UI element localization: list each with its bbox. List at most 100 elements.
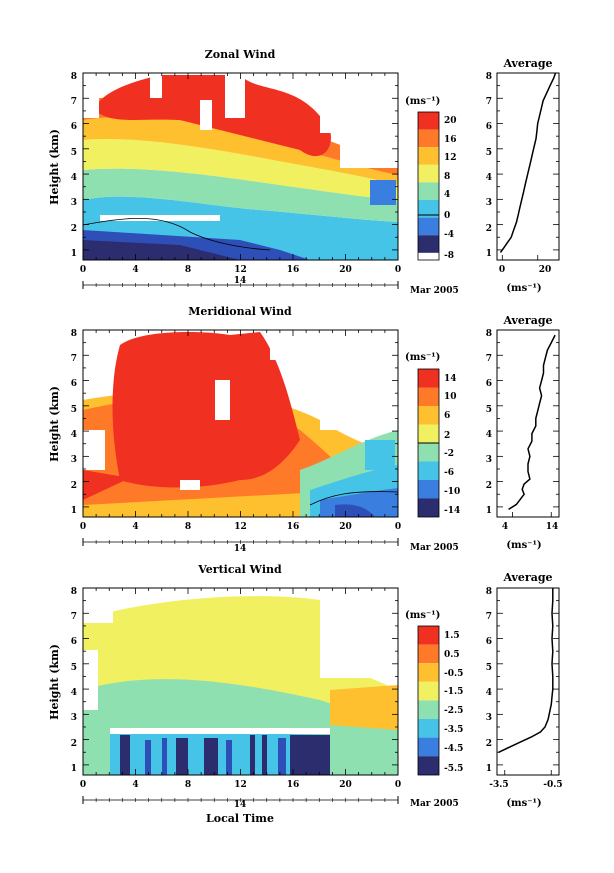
x-tick-label: 8: [185, 265, 191, 275]
date-label: Mar 2005: [410, 543, 459, 553]
colorbar: (ms⁻¹) 14 10 6 2 -2 -6 -10 -14: [405, 352, 460, 518]
y-tick-label: 2: [71, 739, 77, 749]
x-tick-label: 8: [185, 522, 191, 532]
colorbar-tick: -1.5: [444, 687, 463, 697]
colorbar-tick: -4: [444, 230, 454, 240]
y-tick-label: 1: [71, 764, 77, 774]
colorbar-tick: 1.5: [444, 631, 460, 641]
average-profile-line: [508, 334, 556, 511]
colorbar-tick: -14: [444, 506, 460, 516]
x-tick-label: 0: [80, 522, 86, 532]
panel-zonal-wind: Zonal Wind 0 4 8 12 16: [48, 48, 560, 296]
colorbar-tick: -5.5: [444, 764, 463, 774]
heatmap-vertical: [83, 588, 398, 775]
colorbar-tick: -4.5: [444, 744, 463, 754]
y-tick-label: 2: [71, 224, 77, 234]
average-profile: Average 1 2 3 4 5 6 7 8 4 14 (ms⁻¹): [486, 314, 560, 551]
x-tick-label: 20: [339, 265, 352, 275]
date-day-label: 14: [234, 800, 247, 810]
x-tick-label: 0: [80, 780, 86, 790]
avg-y-tick: 4: [486, 688, 492, 698]
avg-y-tick: 1: [486, 764, 492, 774]
y-tick-label: 4: [71, 430, 77, 440]
date-bar: 14 Mar 2005: [82, 276, 459, 296]
y-tick-label: 4: [71, 173, 77, 183]
x-tick-label: 0: [395, 522, 401, 532]
avg-y-tick: 6: [486, 122, 492, 132]
avg-x-label: (ms⁻¹): [506, 283, 541, 294]
panel-title: Meridional Wind: [188, 305, 292, 318]
avg-y-tick: 7: [486, 97, 492, 107]
x-axis: 0 4 8 12 16 20 0: [80, 522, 401, 532]
avg-y-tick: 3: [486, 455, 492, 465]
y-tick-label: 2: [71, 481, 77, 491]
average-title: Average: [502, 57, 552, 70]
colorbar-tick: -2.5: [444, 706, 463, 716]
avg-x-tick: -3.5: [489, 780, 508, 790]
colorbar-tick: 12: [444, 153, 457, 163]
x-tick-label: 8: [185, 780, 191, 790]
y-tick-label: 6: [71, 637, 77, 647]
avg-y-tick: 5: [486, 663, 492, 673]
colorbar-unit: (ms⁻¹): [405, 96, 440, 107]
y-tick-label: 1: [71, 506, 77, 516]
colorbar-tick: -6: [444, 468, 454, 478]
colorbar-tick: 14: [444, 374, 457, 384]
panel-vertical-wind: Vertical Wind 0 4 8: [48, 563, 563, 825]
colorbar-tick: -0.5: [444, 669, 463, 679]
tick-marks: [82, 72, 559, 802]
y-tick-label: 5: [71, 405, 77, 415]
colorbar-tick: 16: [444, 135, 457, 145]
colorbar-tick: 20: [444, 116, 457, 126]
avg-y-tick: 4: [486, 430, 492, 440]
y-tick-label: 3: [71, 198, 77, 208]
colorbar-tick: 4: [444, 190, 450, 200]
y-tick-label: 6: [71, 122, 77, 132]
date-label: Mar 2005: [410, 799, 459, 809]
y-tick-label: 4: [71, 688, 77, 698]
x-axis: 0 4 8 12 16 20 0: [80, 780, 401, 790]
avg-y-tick: 2: [486, 739, 492, 749]
avg-y-tick: 5: [486, 405, 492, 415]
avg-y-tick: 3: [486, 713, 492, 723]
y-axis: 1 2 3 4 5 6 7 8 Height (km): [48, 72, 77, 259]
y-tick-label: 8: [71, 72, 77, 82]
avg-x-tick: 14: [546, 522, 559, 532]
panel-title: Zonal Wind: [205, 48, 276, 61]
colorbar-tick: -2: [444, 449, 454, 459]
avg-y-tick: 3: [486, 198, 492, 208]
y-tick-label: 7: [71, 354, 77, 364]
x-tick-label: 16: [287, 265, 300, 275]
date-label: Mar 2005: [410, 286, 459, 296]
colorbar-tick: 10: [444, 392, 457, 402]
avg-y-tick: 6: [486, 379, 492, 389]
colorbar-unit: (ms⁻¹): [405, 352, 440, 363]
colorbar: (ms⁻¹) 1.5 0.5 -0.5 -1.5 -2.5 -3.5 -4.5 …: [405, 610, 463, 776]
y-axis-label: Height (km): [48, 644, 61, 720]
y-tick-label: 6: [71, 379, 77, 389]
panel-title: Vertical Wind: [197, 563, 282, 576]
colorbar-tick: 0.5: [444, 650, 460, 660]
x-tick-label: 12: [234, 780, 247, 790]
x-axis-label: Local Time: [206, 812, 274, 825]
y-axis: 1 2 3 4 5 6 7 8 Height (km): [48, 329, 77, 516]
colorbar-tick: 2: [444, 431, 450, 441]
date-bar: 14 Mar 2005 Local Time: [82, 796, 459, 825]
y-axis-label: Height (km): [48, 129, 61, 205]
colorbar-tick: 6: [444, 411, 450, 421]
date-day-label: 14: [234, 544, 247, 554]
avg-y-tick: 5: [486, 148, 492, 158]
colorbar-tick: -8: [444, 251, 454, 261]
x-tick-label: 0: [80, 265, 86, 275]
average-profile-line: [499, 72, 557, 253]
avg-x-tick: -0.5: [543, 780, 562, 790]
y-tick-label: 7: [71, 97, 77, 107]
average-profile: Average 1 2 3 4 5 6 7 8 -3.5 -0.5 (ms⁻¹): [486, 571, 563, 809]
y-tick-label: 8: [71, 587, 77, 597]
y-axis-label: Height (km): [48, 386, 61, 462]
y-tick-label: 5: [71, 663, 77, 673]
colorbar-tick: -3.5: [444, 725, 463, 735]
x-tick-label: 4: [132, 522, 138, 532]
y-tick-label: 7: [71, 612, 77, 622]
